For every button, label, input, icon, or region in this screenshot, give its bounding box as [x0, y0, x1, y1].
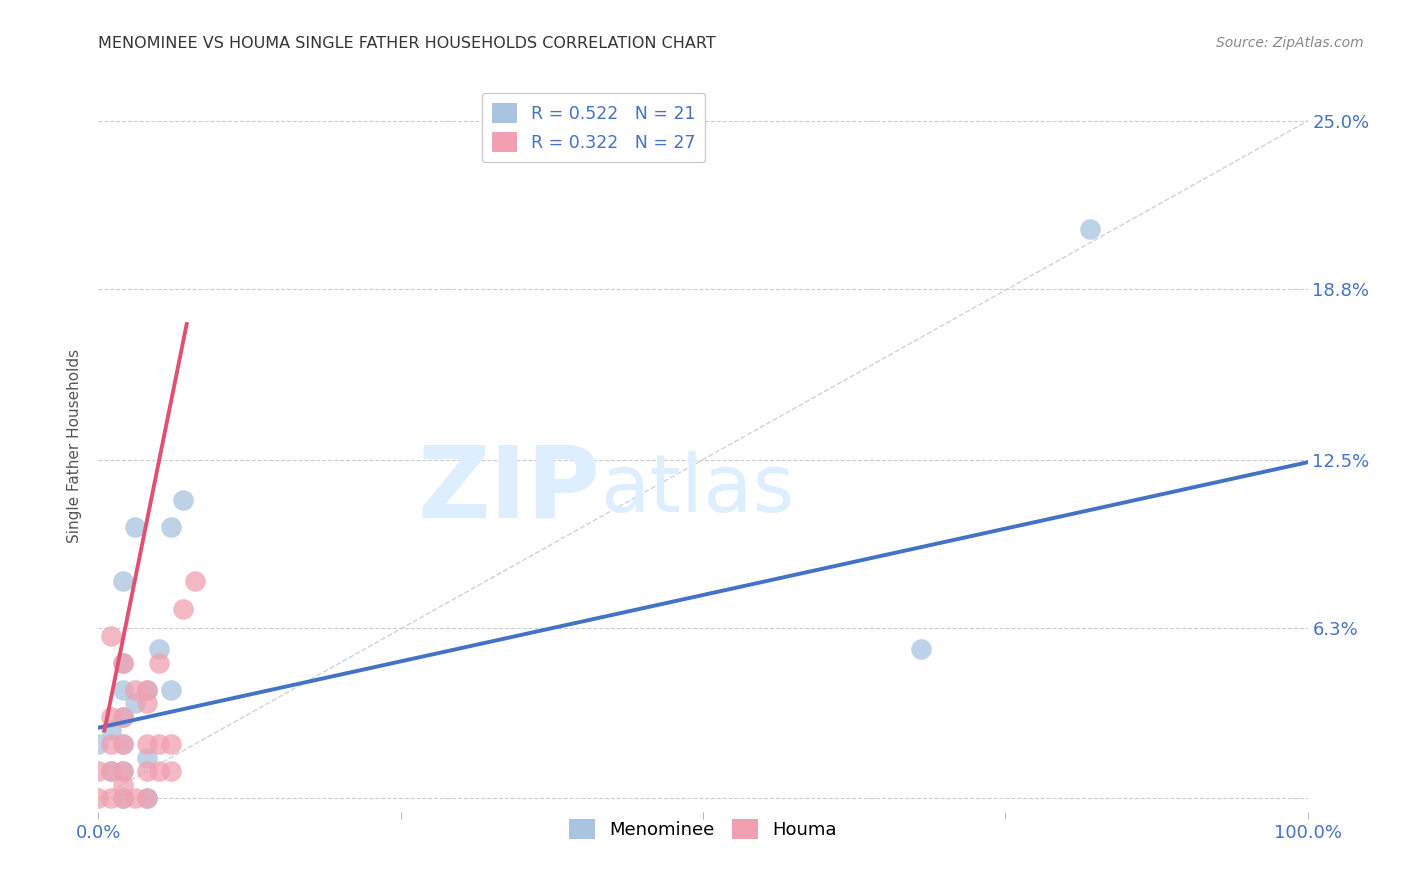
Point	[172, 493, 194, 508]
Point	[135, 682, 157, 697]
Point	[87, 791, 110, 805]
Point	[100, 764, 122, 778]
Point	[111, 791, 134, 805]
Point	[172, 601, 194, 615]
Point	[111, 764, 134, 778]
Point	[160, 737, 183, 751]
Point	[910, 642, 932, 657]
Point	[111, 710, 134, 724]
Point	[100, 791, 122, 805]
Point	[111, 778, 134, 792]
Point	[1078, 222, 1101, 236]
Point	[100, 737, 122, 751]
Text: Source: ZipAtlas.com: Source: ZipAtlas.com	[1216, 36, 1364, 50]
Point	[111, 656, 134, 670]
Point	[111, 574, 134, 589]
Point	[111, 737, 134, 751]
Point	[135, 791, 157, 805]
Y-axis label: Single Father Households: Single Father Households	[67, 349, 83, 543]
Point	[160, 764, 183, 778]
Point	[160, 520, 183, 534]
Point	[148, 642, 170, 657]
Point	[148, 764, 170, 778]
Point	[87, 737, 110, 751]
Point	[135, 791, 157, 805]
Point	[148, 656, 170, 670]
Point	[160, 682, 183, 697]
Point	[135, 737, 157, 751]
Point	[111, 656, 134, 670]
Point	[100, 710, 122, 724]
Point	[111, 682, 134, 697]
Text: atlas: atlas	[600, 450, 794, 529]
Point	[124, 682, 146, 697]
Point	[111, 737, 134, 751]
Point	[135, 764, 157, 778]
Text: ZIP: ZIP	[418, 442, 600, 539]
Point	[100, 723, 122, 738]
Legend: Menominee, Houma: Menominee, Houma	[562, 812, 844, 847]
Point	[135, 697, 157, 711]
Point	[111, 710, 134, 724]
Point	[135, 750, 157, 764]
Point	[111, 791, 134, 805]
Point	[100, 629, 122, 643]
Point	[100, 764, 122, 778]
Point	[184, 574, 207, 589]
Point	[124, 791, 146, 805]
Point	[148, 737, 170, 751]
Point	[87, 764, 110, 778]
Point	[111, 764, 134, 778]
Point	[124, 697, 146, 711]
Text: MENOMINEE VS HOUMA SINGLE FATHER HOUSEHOLDS CORRELATION CHART: MENOMINEE VS HOUMA SINGLE FATHER HOUSEHO…	[98, 36, 716, 51]
Point	[135, 682, 157, 697]
Point	[124, 520, 146, 534]
